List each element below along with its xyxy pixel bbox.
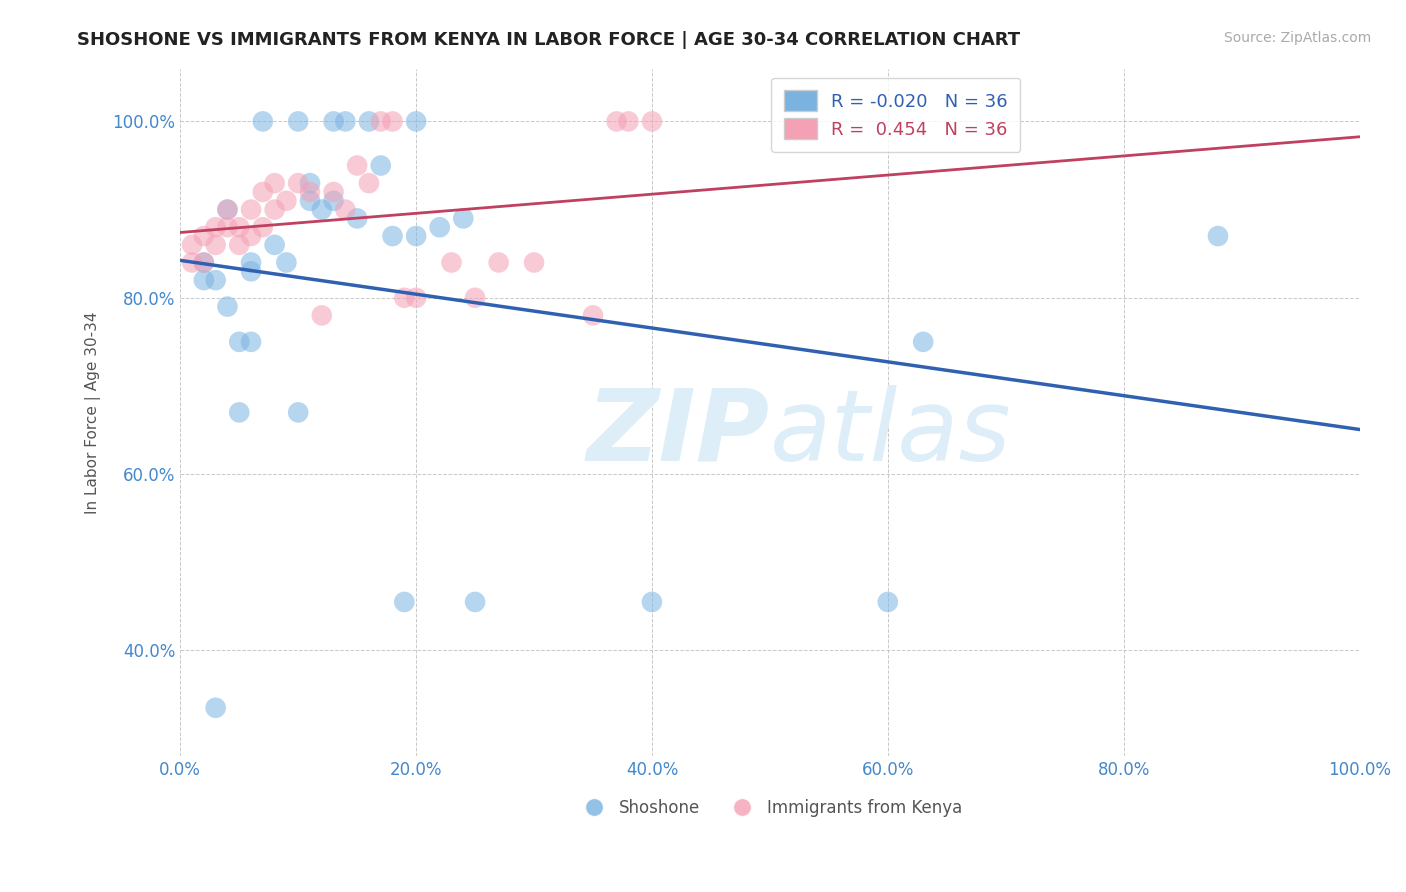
Point — [394, 291, 416, 305]
Point — [193, 255, 215, 269]
Point — [287, 176, 309, 190]
Point — [394, 595, 416, 609]
Text: ZIP: ZIP — [586, 384, 770, 482]
Point — [298, 176, 321, 190]
Point — [335, 202, 357, 217]
Point — [228, 220, 250, 235]
Point — [240, 334, 263, 349]
Point — [193, 273, 215, 287]
Point — [405, 114, 427, 128]
Point — [617, 114, 640, 128]
Point — [453, 211, 475, 226]
Point — [405, 291, 427, 305]
Point — [298, 194, 321, 208]
Point — [641, 595, 664, 609]
Text: atlas: atlas — [770, 384, 1011, 482]
Point — [276, 255, 298, 269]
Point — [252, 185, 274, 199]
Point — [464, 595, 486, 609]
Point — [276, 194, 298, 208]
Point — [606, 114, 628, 128]
Point — [240, 255, 263, 269]
Point — [181, 255, 204, 269]
Point — [287, 114, 309, 128]
Point — [217, 300, 239, 314]
Point — [228, 405, 250, 419]
Point — [287, 405, 309, 419]
Point — [193, 229, 215, 244]
Point — [322, 185, 344, 199]
Point — [322, 114, 344, 128]
Point — [311, 309, 333, 323]
Point — [204, 220, 226, 235]
Point — [228, 334, 250, 349]
Point — [357, 176, 380, 190]
Point — [240, 229, 263, 244]
Point — [370, 159, 392, 173]
Text: Source: ZipAtlas.com: Source: ZipAtlas.com — [1223, 31, 1371, 45]
Point — [252, 114, 274, 128]
Point — [263, 176, 285, 190]
Point — [876, 595, 898, 609]
Point — [240, 202, 263, 217]
Point — [217, 220, 239, 235]
Point — [263, 238, 285, 252]
Legend: Shoshone, Immigrants from Kenya: Shoshone, Immigrants from Kenya — [571, 792, 969, 823]
Point — [440, 255, 463, 269]
Point — [429, 220, 451, 235]
Point — [582, 309, 605, 323]
Point — [370, 114, 392, 128]
Point — [298, 185, 321, 199]
Point — [346, 211, 368, 226]
Y-axis label: In Labor Force | Age 30-34: In Labor Force | Age 30-34 — [86, 311, 101, 514]
Point — [488, 255, 510, 269]
Point — [204, 273, 226, 287]
Point — [228, 238, 250, 252]
Point — [181, 238, 204, 252]
Point — [335, 114, 357, 128]
Point — [912, 334, 935, 349]
Point — [322, 194, 344, 208]
Point — [405, 229, 427, 244]
Point — [641, 114, 664, 128]
Point — [217, 202, 239, 217]
Point — [252, 220, 274, 235]
Point — [263, 202, 285, 217]
Point — [204, 700, 226, 714]
Point — [311, 202, 333, 217]
Point — [381, 229, 404, 244]
Point — [204, 238, 226, 252]
Point — [523, 255, 546, 269]
Point — [193, 255, 215, 269]
Point — [464, 291, 486, 305]
Point — [381, 114, 404, 128]
Text: SHOSHONE VS IMMIGRANTS FROM KENYA IN LABOR FORCE | AGE 30-34 CORRELATION CHART: SHOSHONE VS IMMIGRANTS FROM KENYA IN LAB… — [77, 31, 1021, 49]
Point — [346, 159, 368, 173]
Point — [357, 114, 380, 128]
Point — [217, 202, 239, 217]
Point — [1206, 229, 1229, 244]
Point — [240, 264, 263, 278]
